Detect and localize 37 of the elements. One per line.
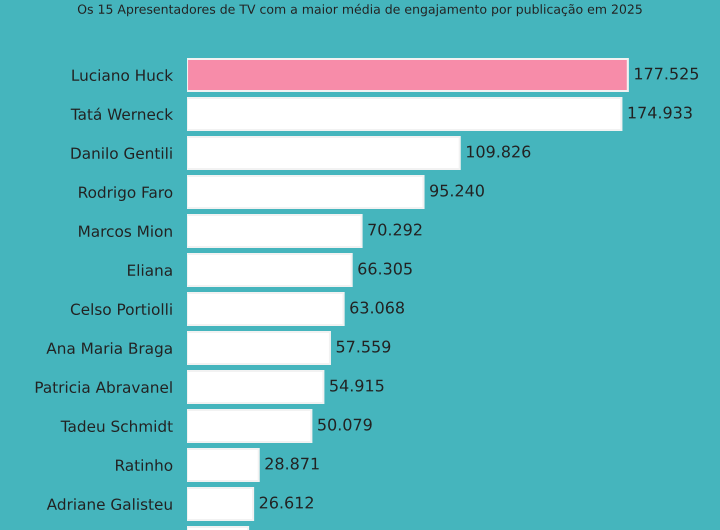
bar [187,252,353,288]
bar [187,136,461,170]
data-label: 63.068 [350,302,404,314]
y-tick-label: Ratinho [116,459,172,472]
data-label: 177.525 [635,68,698,80]
y-tick-label: Rodrigo Faro [79,186,172,201]
chart-title: Os 15 Apresentadores de TV com a maior média de engajamento por publicação em 2025 [78,4,642,16]
data-label: 26.612 [260,496,313,509]
bar [187,58,629,92]
data-label: 66.305 [358,262,412,275]
data-label: 50.079 [318,418,372,431]
data-label: 57.559 [336,340,390,353]
bar [187,370,324,404]
data-label: 109.826 [467,146,530,158]
data-label: 28.871 [265,458,319,470]
bar [187,174,425,210]
y-tick-label: Ana Maria Braga [46,342,172,357]
y-tick-label: Tadeu Schmidt [60,420,173,432]
y-tick-label: Danilo Gentili [71,147,172,160]
data-label: 70.292 [368,224,422,236]
y-tick-label: Marcos Mion [79,225,172,238]
y-tick-label: Patricia Abravanel [36,381,172,394]
y-tick-label: Luciano Huck [72,69,174,82]
bar [187,292,345,326]
bar [187,486,254,522]
data-label: 95.240 [430,184,484,197]
y-tick-label: Eliana [128,264,172,276]
bar [187,408,312,444]
bar [187,330,331,366]
bar [187,96,622,132]
y-tick-label: Adriane Galisteu [46,498,172,510]
data-label: 54.915 [330,380,384,392]
bar [187,448,260,482]
bar [187,214,363,248]
y-tick-label: Tatá Werneck [70,108,174,120]
data-label: 174.933 [628,106,692,119]
y-tick-label: Celso Portiolli [70,303,172,316]
